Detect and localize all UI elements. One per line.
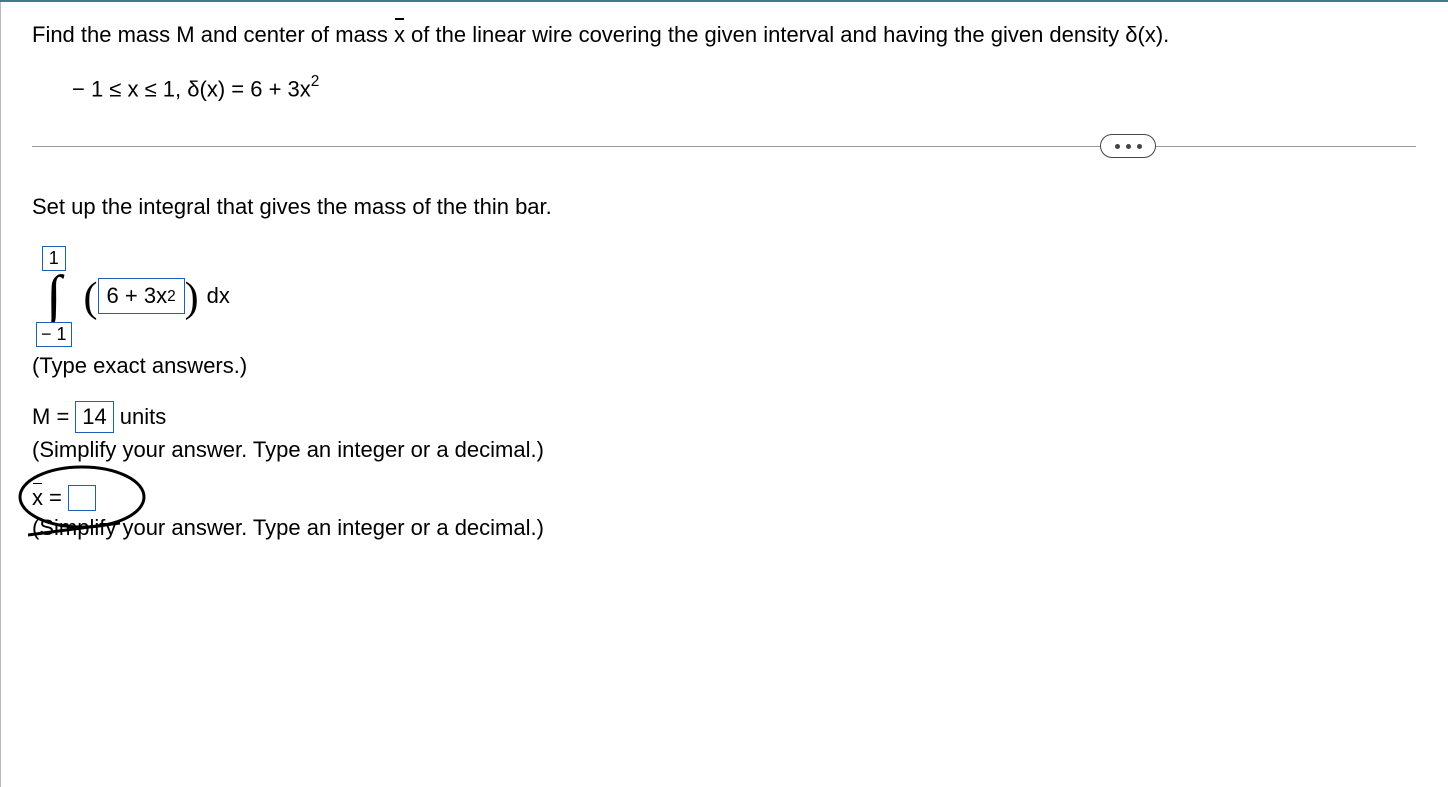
strike-annotation (28, 517, 124, 541)
lower-limit-input[interactable]: − 1 (36, 322, 72, 347)
question-prompt: Find the mass M and center of mass x of … (32, 20, 1416, 51)
mass-units: units (120, 404, 166, 430)
integrand-exp: 2 (167, 288, 176, 306)
xbar-answer-group: x = (32, 485, 96, 515)
left-paren: ( (84, 274, 98, 322)
dx-label: dx (207, 283, 230, 309)
integrand-base: 6 + 3x (107, 283, 168, 309)
more-button[interactable] (1100, 134, 1156, 158)
mass-label: M = (32, 404, 69, 430)
integrand-input[interactable]: 6 + 3x2 (98, 278, 185, 314)
xbar-input[interactable] (68, 485, 96, 511)
xbar-equals: = (49, 485, 62, 511)
xbar-symbol: x (394, 20, 405, 51)
mass-answer-row: M = 14 units (32, 401, 1416, 433)
exact-answers-hint: (Type exact answers.) (32, 353, 1416, 379)
given-constraints: − 1 ≤ x ≤ 1, δ(x) = 6 + 3x2 (32, 75, 1416, 102)
integral-sign-icon: ∫ (46, 271, 61, 321)
right-paren: ) (185, 274, 199, 322)
given-text: − 1 ≤ x ≤ 1, δ(x) = 6 + 3x (72, 76, 311, 101)
divider-line (32, 146, 1416, 147)
prompt-post: of the linear wire covering the given in… (405, 22, 1169, 47)
xbar-hint-rest: your answer. Type an integer or a decima… (122, 515, 543, 540)
left-rule (0, 2, 1, 787)
mass-input[interactable]: 14 (75, 401, 113, 433)
section-divider (32, 134, 1416, 158)
integral-expression: 1 ∫ − 1 ( 6 + 3x2 ) dx (36, 246, 1416, 346)
ellipsis-icon (1115, 144, 1142, 149)
mass-hint: (Simplify your answer. Type an integer o… (32, 437, 1416, 463)
xbar-label-symbol: x (32, 485, 43, 511)
xbar-hint: (Simplify your answer. Type an integer o… (32, 515, 1416, 541)
given-exponent: 2 (311, 73, 320, 90)
simplify-strike-word: (Simplify (32, 515, 122, 540)
prompt-pre: Find the mass M and center of mass (32, 22, 394, 47)
setup-instruction: Set up the integral that gives the mass … (32, 194, 1416, 220)
xbar-answer-row: x = (32, 485, 96, 511)
